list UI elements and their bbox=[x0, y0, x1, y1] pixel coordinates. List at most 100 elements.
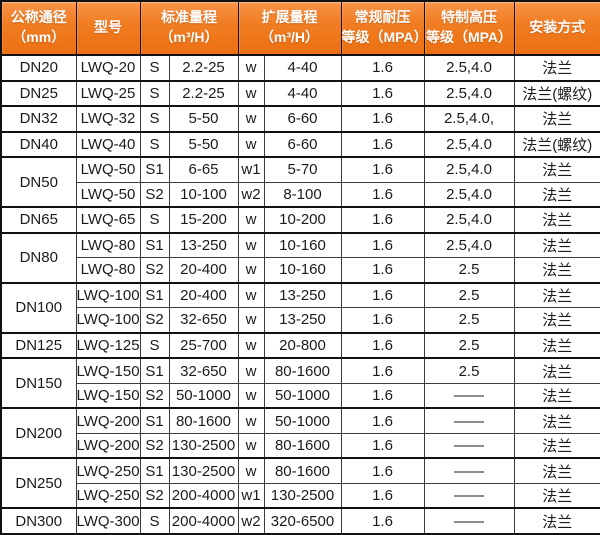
cell-ext-range: 8-100 bbox=[263, 181, 342, 208]
cell-std-range: 15-200 bbox=[168, 206, 239, 234]
cell-model: LWQ-125 bbox=[75, 331, 141, 359]
cell-std-code: S bbox=[139, 130, 170, 158]
cell-install-type: 法兰 bbox=[513, 181, 600, 208]
cell-special-pressure: —— bbox=[423, 407, 515, 434]
cell-install-type: 法兰 bbox=[513, 357, 600, 384]
cell-ext-code: w bbox=[237, 257, 265, 284]
cell-ext-code: w bbox=[237, 432, 265, 459]
cell-model: LWQ-50 bbox=[75, 181, 141, 208]
cell-nominal-diameter: DN32 bbox=[0, 105, 77, 133]
cell-std-code: S2 bbox=[139, 181, 170, 208]
cell-nominal-diameter: DN40 bbox=[0, 130, 77, 158]
cell-std-range: 20-400 bbox=[168, 281, 239, 309]
cell-std-code: S1 bbox=[139, 281, 170, 309]
cell-ext-range: 4-40 bbox=[263, 54, 342, 82]
cell-regular-pressure: 1.6 bbox=[340, 482, 425, 509]
cell-nominal-diameter: DN65 bbox=[0, 206, 77, 234]
cell-ext-range: 320-6500 bbox=[263, 507, 342, 535]
table-row: DN125 LWQ-125 S 25-700 w 20-800 1.6 2.5 法兰 bbox=[0, 331, 600, 359]
cell-std-range: 32-650 bbox=[168, 357, 239, 384]
cell-regular-pressure: 1.6 bbox=[340, 281, 425, 309]
cell-regular-pressure: 1.6 bbox=[340, 181, 425, 208]
table-row: LWQ-50 S2 10-100 w2 8-100 1.6 2.5,4.0 法兰 bbox=[1, 181, 600, 208]
cell-std-range: 200-4000 bbox=[168, 507, 239, 535]
cell-std-code: S1 bbox=[139, 407, 170, 434]
cell-std-range: 10-100 bbox=[168, 181, 239, 208]
cell-regular-pressure: 1.6 bbox=[340, 231, 425, 259]
table-row: DN200 LWQ-200 S1 80-1600 w 50-1000 1.6 —— 法兰 bbox=[0, 407, 600, 459]
cell-regular-pressure: 1.6 bbox=[340, 382, 425, 409]
table-row: LWQ-150 S2 50-1000 w 50-1000 1.6 —— 法兰 bbox=[1, 382, 600, 409]
cell-model: LWQ-25 bbox=[75, 79, 141, 107]
cell-ext-code: w bbox=[237, 54, 265, 82]
cell-model: LWQ-65 bbox=[75, 206, 141, 234]
cell-std-range: 5-50 bbox=[168, 130, 239, 158]
cell-std-code: S2 bbox=[139, 432, 170, 459]
table-row: DN150 LWQ-150 S1 32-650 w 80-1600 1.6 2.5 法兰 bbox=[0, 357, 600, 409]
cell-nominal-diameter: DN200 bbox=[0, 407, 77, 459]
cell-nominal-diameter: DN125 bbox=[0, 331, 77, 359]
cell-model: LWQ-250 bbox=[75, 482, 141, 509]
cell-std-range: 25-700 bbox=[168, 331, 239, 359]
cell-std-code: S2 bbox=[139, 257, 170, 284]
cell-std-range: 20-400 bbox=[168, 257, 239, 284]
cell-ext-range: 13-250 bbox=[263, 307, 342, 334]
cell-special-pressure: 2.5,4.0, bbox=[423, 105, 515, 133]
cell-install-type: 法兰 bbox=[513, 507, 600, 535]
table-row: DN40 LWQ-40 S 5-50 w 6-60 1.6 2.5,4.0 法兰(螺纹) bbox=[0, 130, 600, 158]
cell-regular-pressure: 1.6 bbox=[340, 507, 425, 535]
cell-std-range: 2.2-25 bbox=[168, 79, 239, 107]
cell-ext-range: 80-1600 bbox=[263, 432, 342, 459]
cell-regular-pressure: 1.6 bbox=[340, 206, 425, 234]
cell-nominal-diameter: DN25 bbox=[0, 79, 77, 107]
cell-model: LWQ-32 bbox=[75, 105, 141, 133]
cell-special-pressure: 2.5,4.0 bbox=[423, 54, 515, 82]
cell-model: LWQ-150 bbox=[75, 382, 141, 409]
cell-nominal-diameter: DN100 bbox=[0, 281, 77, 334]
table-row: DN250 LWQ-250 S1 130-2500 w 80-1600 1.6 —— 法兰 bbox=[0, 457, 600, 509]
cell-ext-code: w bbox=[237, 105, 265, 133]
cell-nominal-diameter: DN50 bbox=[0, 156, 77, 208]
cell-std-code: S bbox=[139, 105, 170, 133]
cell-install-type: 法兰 bbox=[513, 281, 600, 309]
cell-model: LWQ-50 bbox=[75, 156, 141, 183]
cell-ext-code: w bbox=[237, 457, 265, 484]
cell-ext-code: w2 bbox=[237, 507, 265, 535]
cell-special-pressure: —— bbox=[423, 457, 515, 484]
cell-special-pressure: 2.5,4.0 bbox=[423, 130, 515, 158]
cell-std-code: S1 bbox=[139, 156, 170, 183]
cell-std-code: S bbox=[139, 507, 170, 535]
cell-regular-pressure: 1.6 bbox=[340, 357, 425, 384]
table-row: LWQ-80 S2 20-400 w 10-160 1.6 2.5 法兰 bbox=[1, 257, 600, 284]
cell-regular-pressure: 1.6 bbox=[340, 79, 425, 107]
cell-ext-code: w bbox=[237, 407, 265, 434]
cell-special-pressure: 2.5,4.0 bbox=[423, 79, 515, 107]
cell-std-range: 2.2-25 bbox=[168, 54, 239, 82]
header-special-pressure: 特制高压 等级（MPA） bbox=[423, 0, 515, 56]
table-row: DN65 LWQ-65 S 15-200 w 10-200 1.6 2.5,4.0 法兰 bbox=[0, 206, 600, 234]
table-row: LWQ-200 S2 130-2500 w 80-1600 1.6 —— 法兰 bbox=[1, 432, 600, 459]
cell-install-type: 法兰 bbox=[513, 206, 600, 234]
cell-install-type: 法兰 bbox=[513, 105, 600, 133]
cell-model: LWQ-200 bbox=[75, 407, 141, 434]
cell-special-pressure: 2.5 bbox=[423, 257, 515, 284]
cell-ext-range: 130-2500 bbox=[263, 482, 342, 509]
cell-std-range: 50-1000 bbox=[168, 382, 239, 409]
cell-install-type: 法兰(螺纹) bbox=[513, 79, 600, 107]
cell-regular-pressure: 1.6 bbox=[340, 307, 425, 334]
cell-ext-code: w bbox=[237, 382, 265, 409]
cell-std-code: S1 bbox=[139, 231, 170, 259]
cell-ext-range: 10-160 bbox=[263, 257, 342, 284]
cell-special-pressure: 2.5 bbox=[423, 281, 515, 309]
cell-std-code: S1 bbox=[139, 357, 170, 384]
cell-install-type: 法兰 bbox=[513, 482, 600, 509]
table-row: DN20 LWQ-20 S 2.2-25 w 4-40 1.6 2.5,4.0 法兰 bbox=[0, 54, 600, 82]
cell-install-type: 法兰 bbox=[513, 156, 600, 183]
cell-ext-range: 6-60 bbox=[263, 105, 342, 133]
cell-ext-code: w bbox=[237, 357, 265, 384]
cell-install-type: 法兰 bbox=[513, 307, 600, 334]
cell-std-code: S2 bbox=[139, 307, 170, 334]
cell-ext-range: 20-800 bbox=[263, 331, 342, 359]
cell-ext-range: 5-70 bbox=[263, 156, 342, 183]
